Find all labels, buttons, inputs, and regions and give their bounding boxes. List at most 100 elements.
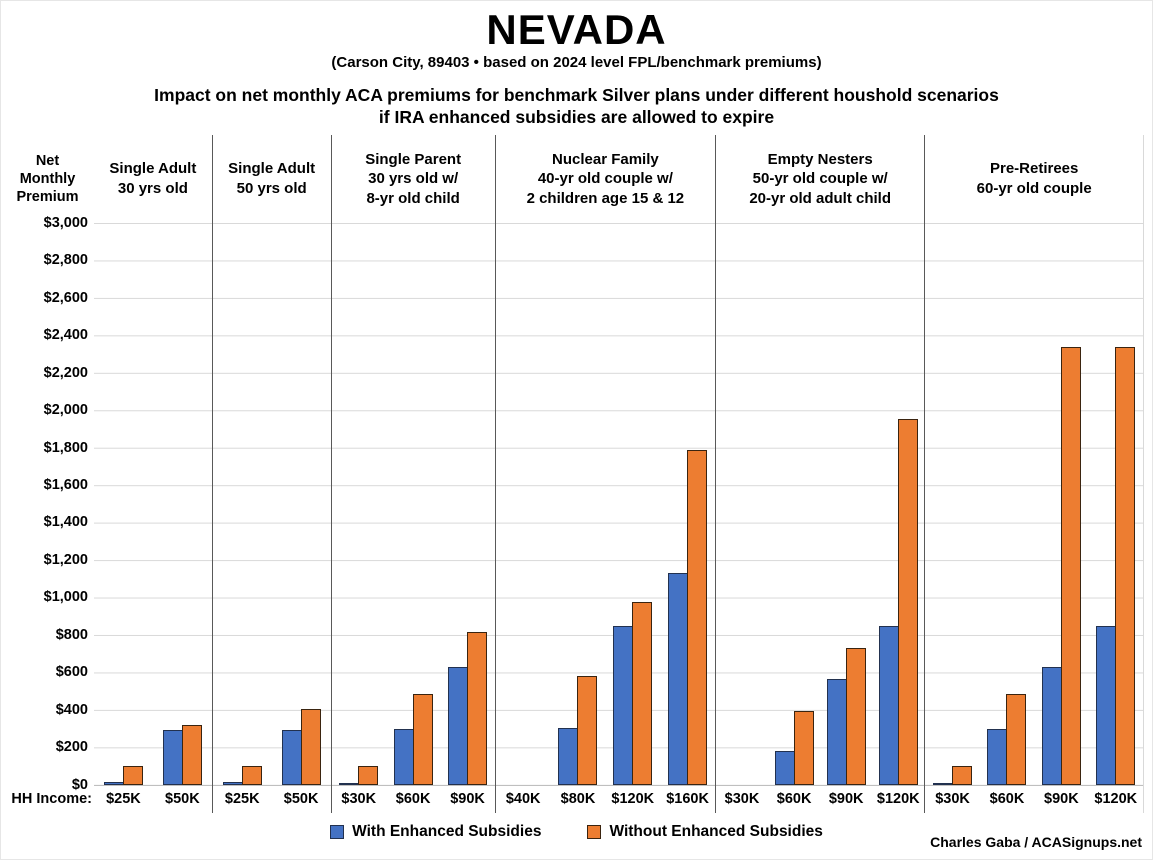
income-label-row: $25K $50K (94, 786, 212, 813)
bar-with-subsidies (281, 729, 302, 785)
plot-groups: Single Adult 30 yrs old $25K $50K Single Adu… (94, 134, 1144, 813)
bar-without-subsidies (1060, 347, 1081, 785)
bar-with-subsidies (339, 782, 360, 785)
income-label-row: $30K $60K $90K (332, 786, 495, 813)
bar-slot (925, 223, 979, 785)
bar-without-subsidies (687, 450, 708, 785)
y-tick-label: $1,800 (43, 439, 88, 456)
y-tick-label: $1,200 (43, 551, 88, 568)
y-axis-column: Net Monthly Premium $3,000 $2,800 $2,600 $2… (1, 135, 94, 813)
scenario-group-1: Single Adult 50 yrs old $25K $50K (211, 134, 331, 813)
bar-slot (980, 223, 1034, 785)
income-label: $30K (341, 791, 377, 808)
plot-panel (212, 222, 331, 786)
income-label: $80K (560, 791, 596, 808)
scenario-group-header: Single Adult 50 yrs old (213, 135, 331, 223)
legend: With Enhanced Subsidies Without Enhanced… (1, 813, 1152, 851)
income-label: $120K (1094, 791, 1138, 808)
title-block: NEVADA (Carson City, 89403 • based on 20… (1, 1, 1152, 129)
bar-slot (716, 223, 768, 785)
y-tick-label: $400 (55, 701, 88, 718)
bar-slot (440, 223, 494, 785)
bar-with-subsidies (826, 679, 847, 785)
plot-panel (495, 222, 715, 786)
income-label: $90K (450, 791, 485, 808)
bar-slot (332, 223, 386, 785)
y-tick-label: $800 (55, 626, 88, 643)
scenario-header-line: Pre-Retirees (989, 160, 1079, 178)
legend-item-without-subsidies: Without Enhanced Subsidies (587, 822, 823, 841)
scenario-header-line: 8-yr old child (366, 189, 460, 207)
bar-with-subsidies (448, 666, 469, 785)
scenario-group-5: Pre-Retirees 60-yr old couple $30K $60K $90K… (924, 134, 1143, 813)
income-label: $60K (395, 791, 431, 808)
legend-label-with: With Enhanced Subsidies (352, 822, 542, 840)
income-label: $50K (283, 791, 319, 808)
scenario-header-line: Nuclear Family (552, 150, 659, 168)
income-label: $60K (776, 791, 812, 808)
income-label: $90K (828, 791, 864, 808)
bar-with-subsidies (774, 751, 795, 785)
scenario-header-line: 50 yrs old (236, 179, 307, 197)
bar-without-subsidies (632, 601, 653, 785)
y-tick-label: $1,600 (43, 477, 88, 494)
bar-without-subsidies (300, 708, 321, 785)
bar-slot (94, 223, 153, 785)
bar-with-subsidies (1096, 626, 1117, 785)
y-axis-title-line: Net (35, 152, 60, 169)
bar-with-subsidies (103, 781, 124, 785)
scenario-header-line: 40-yr old couple w/ (537, 170, 673, 187)
scenario-group-2: Single Parent 30 yrs old w/8-yr old child… (330, 134, 495, 813)
bar-slot (820, 223, 872, 785)
bar-without-subsidies (412, 693, 433, 785)
scenario-header-line: Empty Nesters (767, 150, 873, 168)
bar-with-subsidies (668, 573, 689, 785)
bar-slot (496, 223, 551, 785)
bar-slot (768, 223, 820, 785)
bar-slot (660, 223, 715, 785)
bar-without-subsidies (897, 419, 918, 785)
bar-with-subsidies (162, 729, 183, 785)
income-label: $25K (224, 791, 260, 808)
legend-label-without: Without Enhanced Subsidies (609, 822, 823, 840)
bar-without-subsidies (845, 648, 866, 785)
y-tick-label: $2,800 (43, 252, 88, 269)
bar-slot (872, 223, 924, 785)
bar-without-subsidies (181, 724, 202, 785)
bar-without-subsidies (1006, 693, 1027, 785)
bar-without-subsidies (793, 710, 814, 785)
bar-with-subsidies (393, 728, 414, 785)
scenario-header-line: Single Parent (365, 150, 462, 168)
y-tick-label: $3,000 (43, 214, 88, 231)
y-tick-label: $600 (55, 664, 88, 681)
chart-subtitle: (Carson City, 89403 • based on 2024 leve… (331, 54, 822, 71)
income-label: $60K (989, 791, 1025, 808)
income-label-row: $30K $60K $90K $120K (716, 786, 924, 813)
scenario-header-line: 50-yr old couple w/ (752, 170, 888, 187)
scenario-header-line: 2 children age 15 & 12 (526, 189, 685, 207)
bar-with-subsidies (933, 782, 954, 785)
income-label: $120K (611, 791, 655, 808)
scenario-header-line: Single Adult (109, 160, 197, 178)
income-label: $30K (724, 791, 760, 808)
scenario-header-line: 30 yrs old (117, 179, 188, 197)
income-label-row: $40K $80K $120K $160K (496, 786, 715, 813)
bar-slot (272, 223, 331, 785)
legend-swatch-blue-icon (330, 824, 345, 839)
bar-slot (153, 223, 212, 785)
y-axis-ticks: $3,000 $2,800 $2,600 $2,400 $2,200 $2,000 $1,8… (1, 215, 94, 793)
plot-panel (94, 222, 212, 786)
income-label: $160K (666, 791, 709, 808)
bar-with-subsidies (987, 728, 1008, 785)
bar-without-subsidies (952, 766, 973, 785)
y-tick-label: $1,000 (43, 589, 88, 606)
scenario-header-line: 30 yrs old w/ (368, 170, 459, 187)
income-label: $40K (505, 791, 541, 808)
income-label: $120K (876, 791, 920, 808)
bar-slot (1089, 223, 1143, 785)
bar-with-subsidies (1041, 666, 1062, 785)
caption-line-2: if IRA enhanced subsidies are allowed to… (378, 106, 775, 127)
bar-slot (213, 223, 272, 785)
y-tick-label: $2,000 (43, 402, 88, 419)
